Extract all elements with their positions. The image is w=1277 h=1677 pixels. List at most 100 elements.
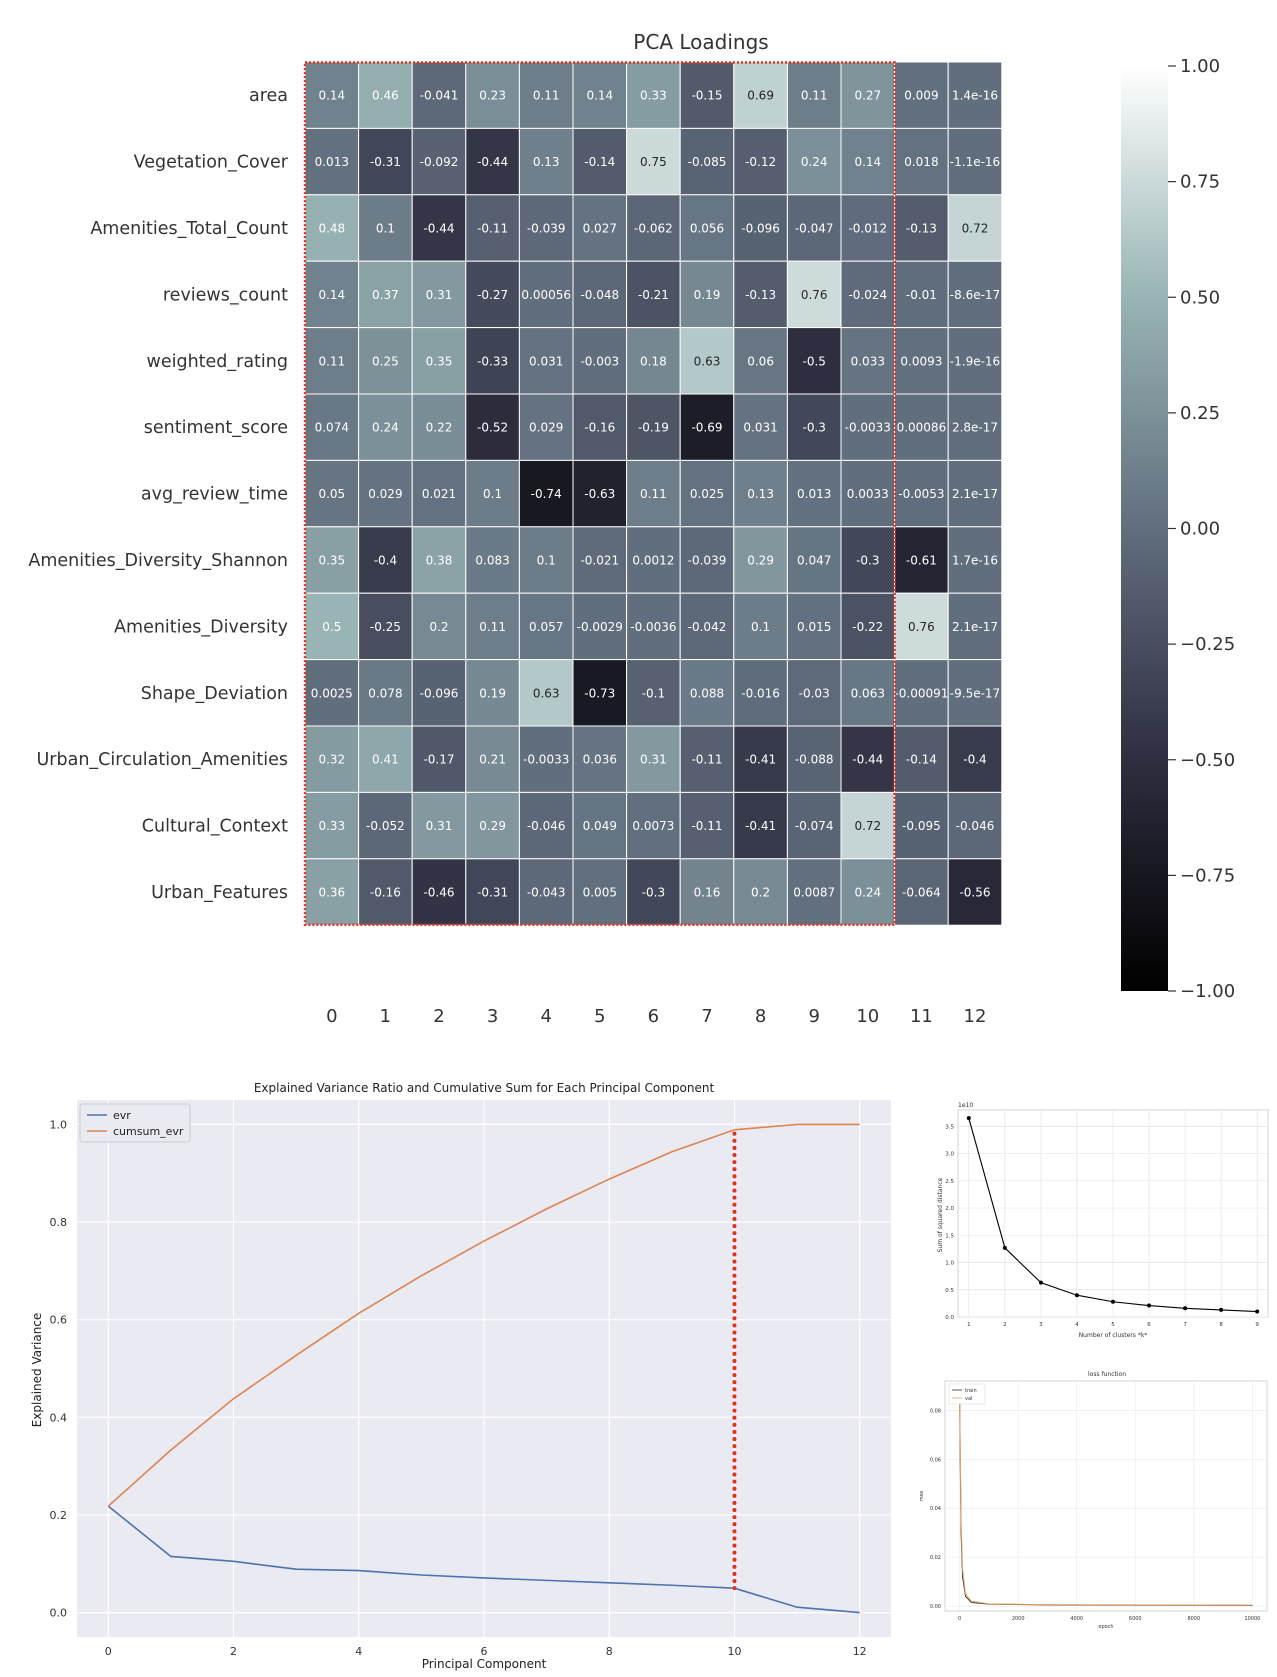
heatmap-cell — [304, 592, 360, 661]
evr-svg: Explained Variance Ratio and Cumulative … — [30, 1081, 891, 1671]
heatmap-cell-label: 0.27 — [854, 89, 881, 103]
heatmap-cell-label: 0.76 — [801, 288, 828, 302]
heatmap-cell-label: -0.095 — [902, 819, 941, 833]
evr-xtick-label: 2 — [230, 1645, 237, 1658]
heatmap-cell — [572, 260, 628, 329]
heatmap-cell — [840, 526, 896, 594]
heatmap-col-label: 12 — [964, 1006, 987, 1027]
pca-loadings-heatmap: PCA Loadings 0.14 0.46 -0.041 0.23 0.11 0.14 0… — [28, 30, 1235, 1027]
heatmap-cell-label: -0.44 — [477, 155, 508, 169]
heatmap-cell-label: -0.56 — [959, 886, 990, 900]
heatmap-cell — [411, 194, 467, 262]
loss-xtick-label: 4000 — [1070, 1616, 1083, 1622]
heatmap-cell — [786, 459, 842, 528]
elbow-point — [1074, 1293, 1079, 1298]
heatmap-cell-label: -0.17 — [423, 753, 454, 767]
heatmap-cell-label: -0.69 — [691, 421, 722, 435]
heatmap-cell-label: -0.46 — [423, 886, 454, 900]
heatmap-cell — [894, 127, 949, 196]
heatmap-cell — [947, 725, 1003, 793]
heatmap-cell — [894, 659, 949, 727]
legend-train-label: train — [965, 1388, 977, 1394]
heatmap-cell-label: -0.047 — [795, 222, 834, 236]
heatmap-cell — [840, 592, 896, 661]
elbow-xtick-label: 5 — [1111, 1322, 1115, 1328]
heatmap-cell-label: 0.049 — [583, 819, 617, 833]
heatmap-cell-label: 0.013 — [797, 487, 831, 501]
heatmap-cell-label: -0.41 — [745, 753, 776, 767]
heatmap-cell — [465, 327, 520, 395]
heatmap-cell — [733, 327, 788, 395]
heatmap-cell-label: -0.63 — [584, 487, 615, 501]
heatmap-cell-label: 0.21 — [479, 753, 506, 767]
loss-xlabel: epoch — [1098, 1624, 1113, 1630]
heatmap-cell-label: -0.4 — [963, 753, 986, 767]
heatmap-row-label: Shape_Deviation — [141, 684, 288, 704]
heatmap-cell-label: -0.03 — [799, 686, 830, 700]
heatmap-cell-label: -0.062 — [634, 222, 673, 236]
heatmap-cell — [786, 260, 842, 329]
evr-title: Explained Variance Ratio and Cumulative … — [254, 1081, 715, 1095]
heatmap-cell — [304, 659, 360, 727]
heatmap-cell — [304, 260, 360, 329]
heatmap-cell-label: 1.4e-16 — [952, 89, 998, 103]
heatmap-cell — [626, 393, 681, 461]
heatmap-cell — [733, 659, 788, 727]
colorbar — [1121, 66, 1168, 991]
colorbar-tick-label: −0.50 — [1180, 750, 1235, 771]
heatmap-cell-label: 0.31 — [426, 288, 453, 302]
heatmap-cell — [465, 791, 520, 860]
loss-xtick-label: 0 — [958, 1616, 961, 1622]
heatmap-cell-label: 0.16 — [694, 886, 721, 900]
heatmap-cell-label: 0.0093 — [900, 354, 942, 368]
evr-xlabel: Principal Component — [422, 1657, 547, 1671]
heatmap-cell-label: -0.25 — [370, 620, 401, 634]
heatmap-cell-label: 0.2 — [429, 620, 448, 634]
evr-xtick-label: 6 — [481, 1645, 488, 1658]
heatmap-cell-label: -0.0033 — [845, 421, 891, 435]
heatmap-cell — [626, 260, 681, 329]
heatmap-cell-label: -0.039 — [688, 554, 727, 568]
heatmap-cell-label: 1.7e-16 — [952, 554, 998, 568]
heatmap-cell — [358, 393, 413, 461]
heatmap-cell — [894, 526, 949, 594]
heatmap-cell-label: -0.5 — [802, 354, 825, 368]
heatmap-cell-label: 0.76 — [908, 620, 935, 634]
heatmap-cell — [358, 194, 413, 262]
heatmap-cell — [733, 127, 788, 196]
heatmap-cell-label: 0.1 — [537, 554, 556, 568]
heatmap-cell — [947, 459, 1003, 528]
elbow-point — [1255, 1309, 1260, 1314]
heatmap-cell — [518, 194, 574, 262]
elbow-point — [1111, 1299, 1115, 1304]
heatmap-cell-label: 0.047 — [797, 554, 831, 568]
colorbar-tick-label: 0.75 — [1180, 172, 1220, 193]
heatmap-cell — [840, 858, 896, 926]
heatmap-cell-label: -0.3 — [642, 886, 665, 900]
heatmap-cell-label: -1.1e-16 — [950, 155, 1000, 169]
heatmap-cell-label: 0.63 — [533, 686, 560, 700]
heatmap-cell-label: 0.021 — [422, 487, 456, 501]
elbow-xtick-label: 8 — [1219, 1322, 1223, 1328]
heatmap-highlight-box — [303, 61, 896, 926]
heatmap-cell-label: -0.039 — [527, 222, 566, 236]
heatmap-cell — [894, 61, 949, 129]
heatmap-cell-label: 0.41 — [372, 753, 399, 767]
heatmap-svg: PCA Loadings 0.14 0.46 -0.041 0.23 0.11 0.14 0… — [28, 30, 1235, 1027]
heatmap-cell — [947, 194, 1003, 262]
heatmap-col-label: 9 — [808, 1006, 819, 1027]
loss-xtick-label: 6000 — [1129, 1616, 1142, 1622]
heatmap-cell — [733, 393, 788, 461]
heatmap-cell — [465, 127, 520, 196]
heatmap-cell — [304, 858, 360, 926]
heatmap-cell — [465, 725, 520, 793]
heatmap-cell-label: -0.16 — [370, 886, 401, 900]
heatmap-row-label: Urban_Circulation_Amenities — [37, 750, 289, 770]
heatmap-cell — [411, 526, 467, 594]
heatmap-cell-label: -0.14 — [584, 155, 615, 169]
elbow-xtick-label: 1 — [967, 1322, 971, 1328]
heatmap-cell — [411, 459, 467, 528]
heatmap-cell-label: 0.14 — [854, 155, 881, 169]
heatmap-cell — [840, 393, 896, 461]
heatmap-cell-label: -0.041 — [420, 89, 459, 103]
